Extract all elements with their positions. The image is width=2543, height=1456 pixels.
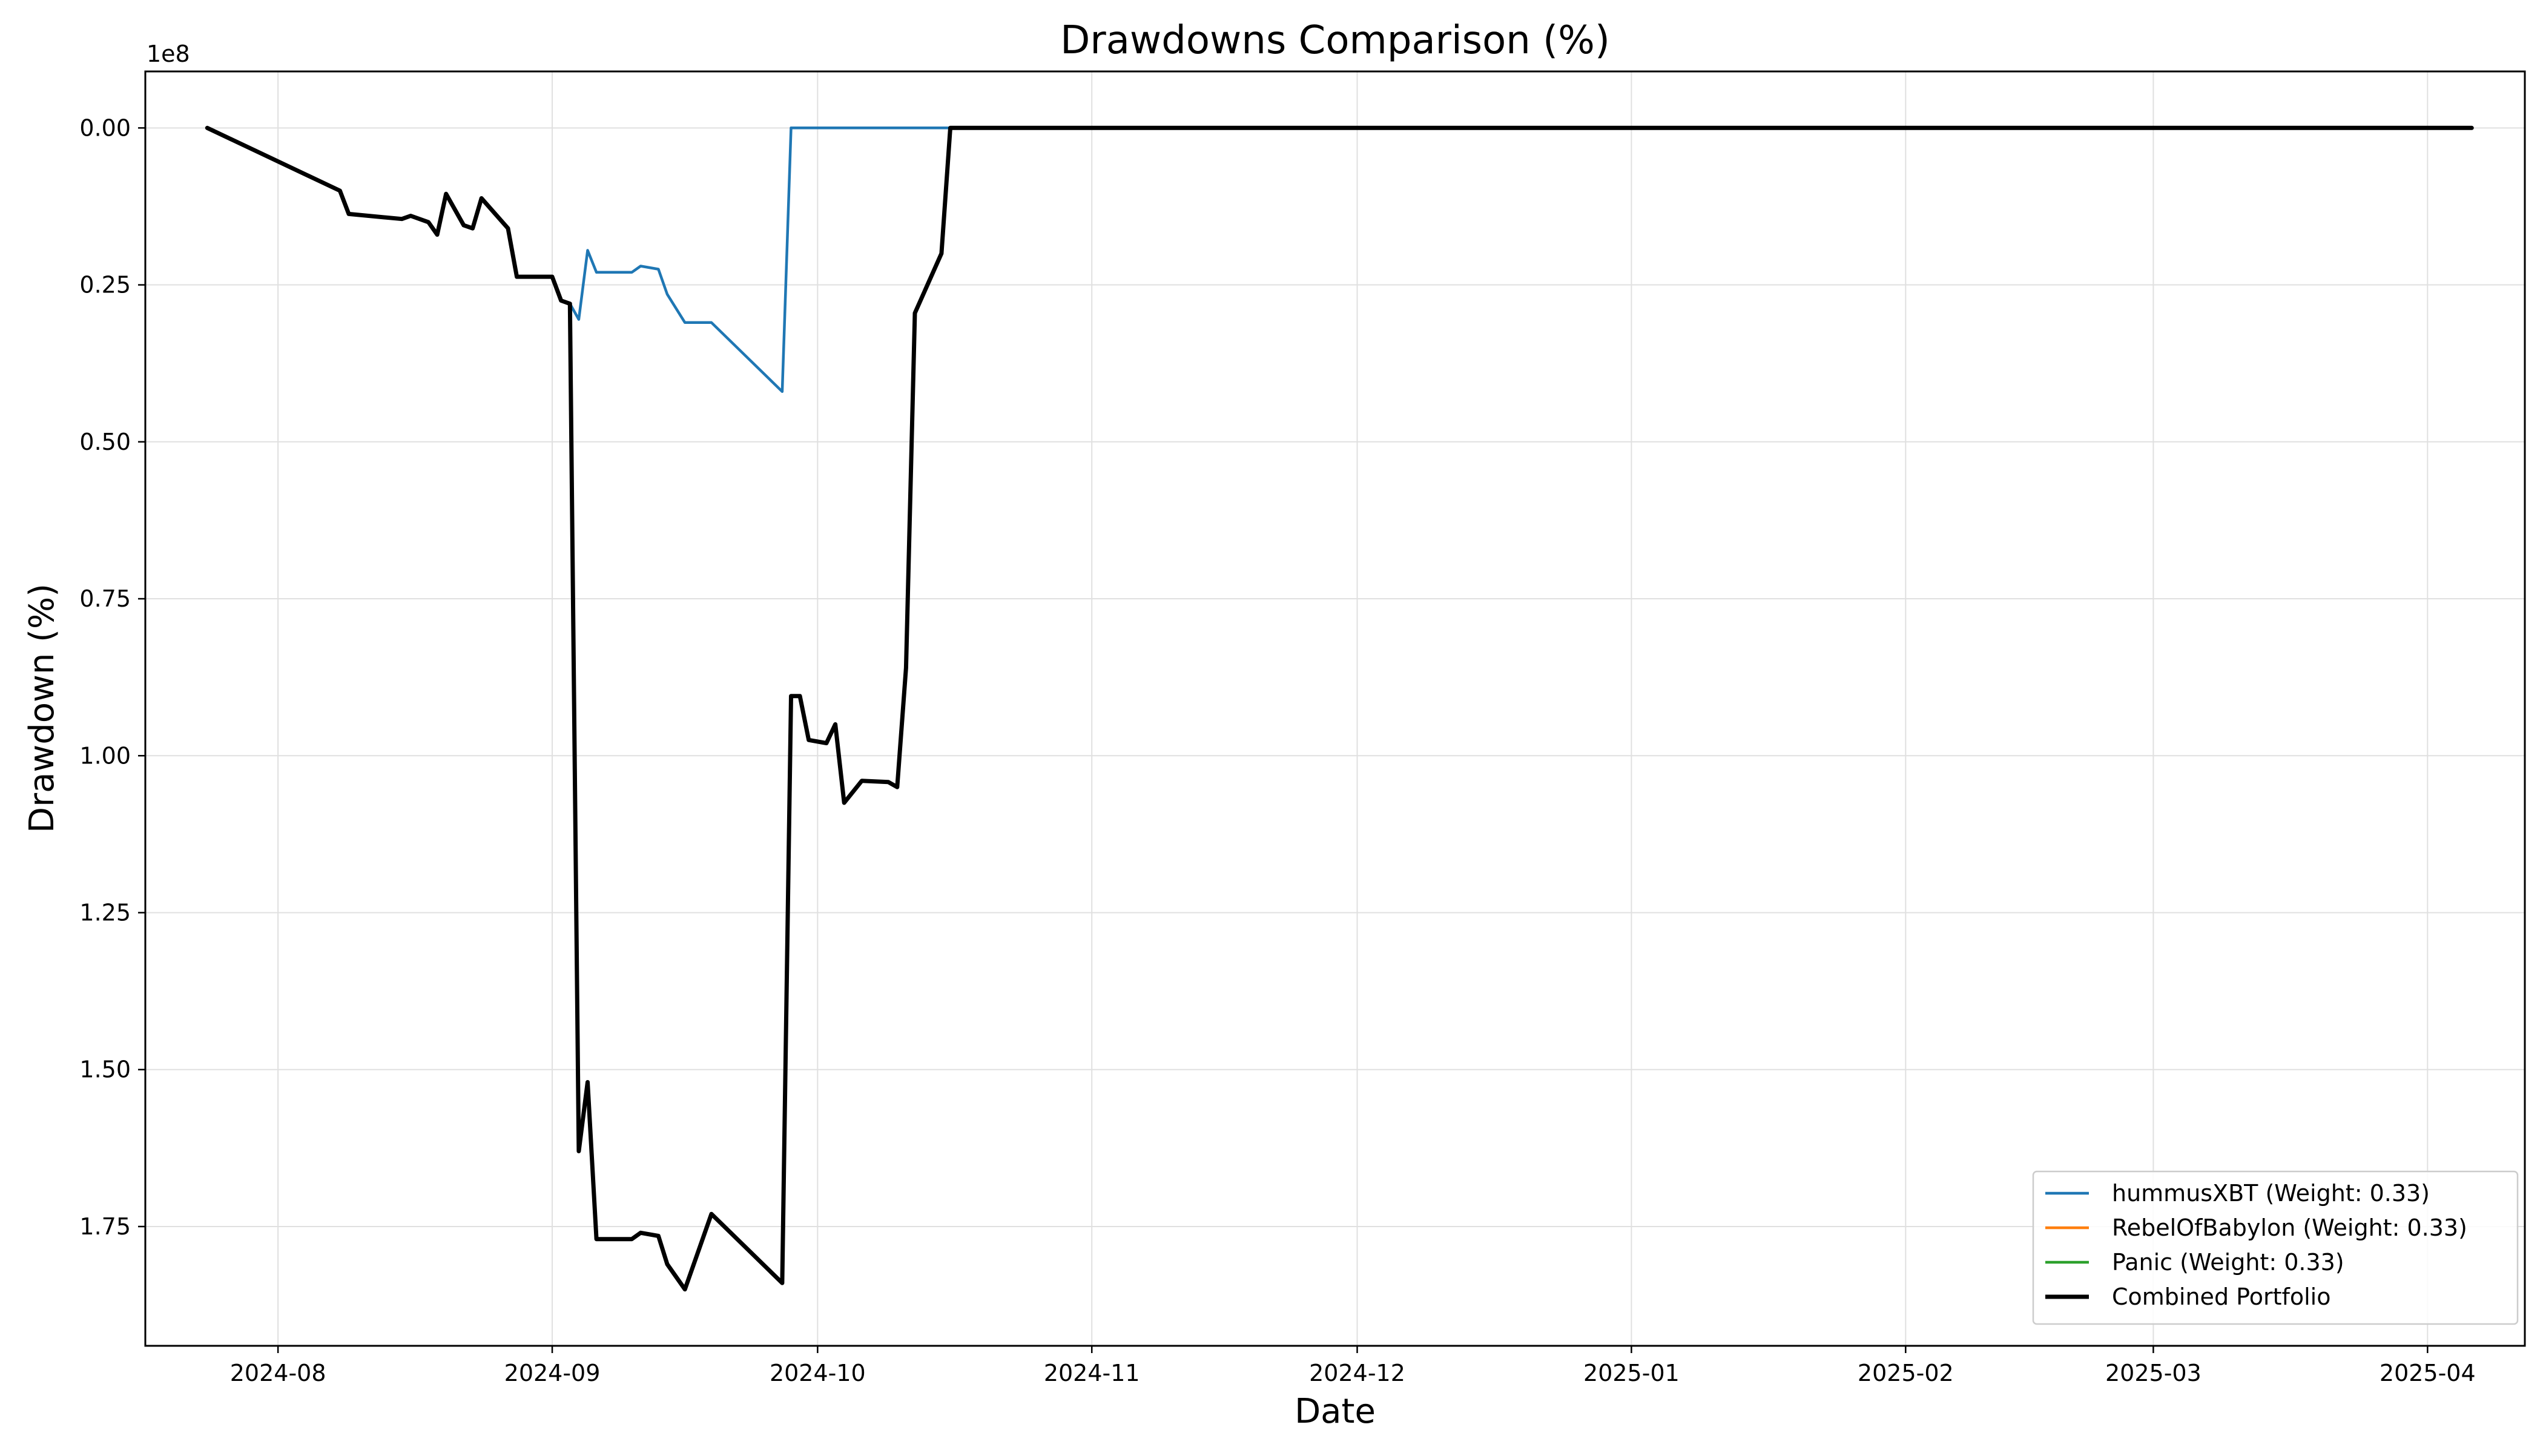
y-tick-label: 0.00 xyxy=(79,114,131,141)
series-layer xyxy=(205,125,2474,1292)
x-tick-label: 2024-12 xyxy=(1309,1360,1405,1386)
x-tick-label: 2025-01 xyxy=(1583,1360,1680,1386)
y-tick-label: 1.00 xyxy=(79,742,131,769)
x-tick-label: 2025-02 xyxy=(1858,1360,1954,1386)
y-tick-label: 0.25 xyxy=(79,272,131,298)
x-tick-label: 2025-03 xyxy=(2105,1360,2202,1386)
y-tick-label: 1.25 xyxy=(79,900,131,926)
x-tick-label: 2025-04 xyxy=(2380,1360,2476,1386)
legend-box xyxy=(2032,1170,2519,1325)
tick-layer: 2024-08 2024-09 2024-10 2024-11 2024-12 2025-… xyxy=(79,114,2475,1386)
legend-label-2: Panic (Weight: 0.33) xyxy=(2112,1249,2344,1276)
legend-label-1: RebelOfBabylon (Weight: 0.33) xyxy=(2112,1214,2467,1241)
x-axis-label: Date xyxy=(1295,1392,1376,1431)
y-tick-label: 0.50 xyxy=(79,429,131,455)
y-axis-offset-label: 1e8 xyxy=(147,41,190,67)
series-line-3 xyxy=(205,125,2474,1292)
legend: hummusXBT (Weight: 0.33) RebelOfBabylon (… xyxy=(2032,1170,2519,1325)
plot-area-frame xyxy=(144,70,2526,1347)
x-tick-label: 2024-11 xyxy=(1044,1360,1140,1386)
y-axis-label: Drawdown (%) xyxy=(22,584,62,833)
chart-title: Drawdowns Comparison (%) xyxy=(1060,18,1610,63)
y-tick-label: 1.75 xyxy=(79,1213,131,1240)
y-tick-label: 0.75 xyxy=(79,585,131,612)
x-tick-label: 2024-10 xyxy=(770,1360,866,1386)
x-tick-label: 2024-09 xyxy=(504,1360,601,1386)
x-tick-label: 2024-08 xyxy=(230,1360,326,1386)
legend-label-0: hummusXBT (Weight: 0.33) xyxy=(2112,1180,2430,1207)
y-tick-label: 1.50 xyxy=(79,1056,131,1083)
legend-label-3: Combined Portfolio xyxy=(2112,1283,2330,1310)
